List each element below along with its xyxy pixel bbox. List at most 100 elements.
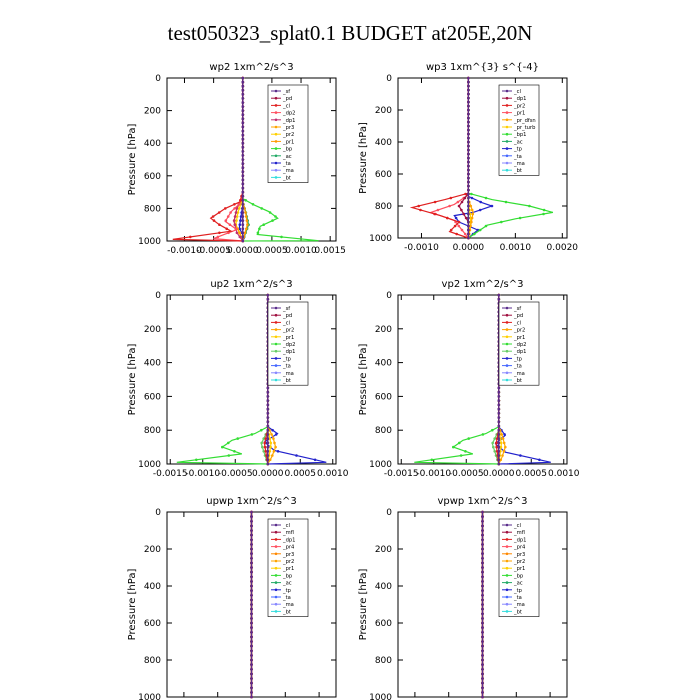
series-point-cl: [481, 524, 484, 528]
legend-label: _pr4: [513, 545, 526, 551]
series-point-pr1: [243, 231, 247, 235]
legend-marker: [505, 523, 509, 527]
series-point-pr_dfsn: [469, 224, 472, 228]
legend-marker: [274, 154, 278, 158]
series-point-tp: [454, 216, 458, 220]
legend-label: _pr2: [513, 328, 525, 334]
series-point-cl: [481, 649, 484, 653]
y-tick-label: 0: [386, 74, 392, 84]
legend-label: _mfl: [282, 530, 294, 536]
legend-label: _cl: [282, 103, 290, 109]
series-point-cl: [467, 148, 470, 152]
legend-label: _dp1: [513, 349, 526, 355]
series-point-pr1: [269, 445, 272, 449]
series-point-bp: [262, 223, 266, 226]
panel-1: wp3 1xm^{3} s^{-4} Pressure [hPa] 0 200 400 6…: [358, 62, 578, 253]
series-point-cl: [481, 575, 484, 579]
legend-label: _ta: [513, 364, 522, 370]
y-tick-label: 1000: [138, 237, 161, 247]
legend-marker: [505, 602, 509, 606]
series-point-cl: [467, 188, 470, 192]
legend-marker: [505, 552, 509, 556]
legend-marker: [274, 538, 278, 541]
series-point-sf: [241, 219, 245, 222]
legend-marker: [274, 581, 278, 584]
y-axis-label: Pressure [hPa]: [358, 122, 369, 194]
series-point-cl: [250, 566, 253, 569]
series-point-sf: [266, 450, 270, 453]
legend-marker: [274, 125, 278, 129]
series-point-sf: [266, 297, 270, 301]
legend-label: _bt: [513, 609, 522, 615]
y-tick-label: 800: [144, 656, 161, 666]
legend-label: _dp2: [282, 342, 295, 348]
series-point-tp: [274, 433, 278, 436]
series-point-dp1: [493, 437, 497, 440]
legend: _sf_pd_cl _pr2_pr1_dp2_dp1_tp _ta_ma_bt: [267, 301, 309, 386]
series-point-sf: [266, 445, 270, 449]
series-point-cl: [467, 136, 470, 140]
x-tick-label: -0.0010: [185, 469, 220, 479]
series-point-sf: [241, 227, 245, 231]
y-tick-label: 1000: [138, 693, 161, 700]
series-point-cl: [467, 232, 470, 236]
series-point-pr2: [271, 454, 274, 457]
series-point-dp2: [481, 433, 485, 436]
series-point-pr2: [455, 232, 459, 236]
series-point-sf: [241, 76, 245, 80]
series-point-cl: [481, 594, 484, 597]
series-point-pr1: [499, 441, 503, 445]
series-point-cl: [467, 104, 470, 108]
series-point-sf: [241, 113, 245, 116]
series-point-dp2: [452, 445, 455, 449]
series-point-pr2: [268, 458, 272, 462]
legend-marker: [505, 371, 509, 375]
x-tick-label: 0.0000: [453, 243, 485, 253]
legend-marker: [505, 538, 509, 541]
series-point-pr2: [433, 200, 437, 204]
series-line-dp2: [176, 295, 269, 465]
series-point-sf: [497, 437, 501, 440]
legend-label: _bp: [513, 573, 524, 579]
panel-5: vpwp 1xm^2/s^3 Pressure [hPa] 0 200 400 600 80…: [358, 496, 568, 700]
series-point-cl: [467, 96, 470, 100]
series-point-dp2: [195, 458, 198, 462]
legend-label: _dp2: [282, 111, 295, 117]
legend-marker: [274, 140, 278, 143]
legend-marker: [274, 545, 278, 548]
series-point-cl: [481, 612, 484, 616]
legend-label: _cl: [513, 523, 521, 529]
legend-label: _ma: [513, 602, 525, 608]
series-point-pr1: [436, 208, 440, 212]
x-tick-label: -0.0005: [449, 469, 484, 479]
series-point-cl: [467, 184, 470, 188]
series-point-dp1: [460, 200, 464, 204]
legend: _sf_pd_cl _pr2_pr1_dp2_dp1_tp _ta_ma_bt: [498, 301, 540, 386]
x-tick-label: -0.0010: [416, 469, 451, 479]
y-tick-label: 800: [375, 426, 392, 436]
series-point-cl: [467, 228, 470, 232]
y-tick-label: 800: [375, 656, 392, 666]
legend-label: _tp: [513, 147, 523, 153]
series-point-cl: [218, 223, 221, 226]
series-point-cl: [481, 681, 484, 685]
y-tick-label: 200: [375, 325, 392, 335]
series-point-pr1: [269, 441, 273, 445]
legend-label: _bt: [282, 378, 291, 384]
series-point-cl: [467, 172, 470, 176]
plot-frame: [397, 77, 568, 239]
series-point-cl: [481, 631, 484, 634]
series-point-cl: [250, 547, 253, 551]
legend-marker: [505, 349, 509, 353]
legend-marker: [505, 147, 509, 150]
series-point-bp1: [542, 208, 546, 212]
y-tick-label: 0: [155, 508, 161, 518]
series-point-cl: [239, 199, 242, 202]
series-point-cl: [250, 575, 253, 579]
legend-marker: [274, 371, 278, 375]
series-point-cl: [250, 621, 253, 625]
series-point-tp: [478, 208, 482, 212]
series-point-cl: [467, 192, 470, 196]
legend-marker: [505, 168, 509, 172]
series-point-cl: [250, 658, 253, 662]
